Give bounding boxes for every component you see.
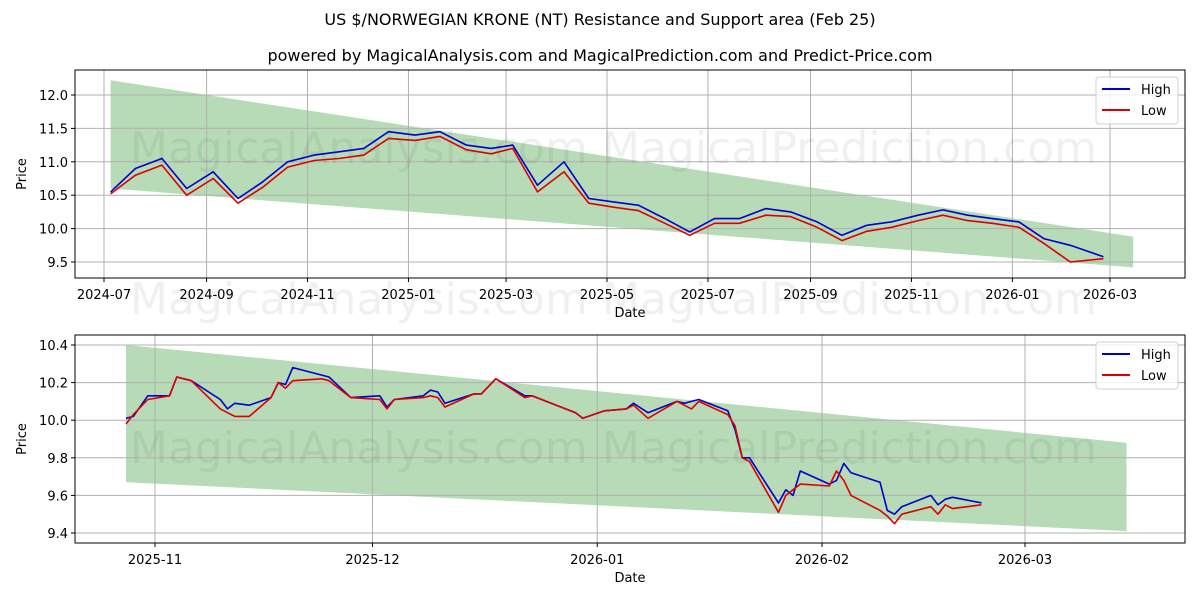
top-grid bbox=[75, 70, 1185, 278]
chart-subtitle: powered by MagicalAnalysis.com and Magic… bbox=[267, 46, 933, 65]
x-tick-label: 2025-01 bbox=[381, 288, 435, 303]
bottom-axes-frame bbox=[74, 334, 1186, 544]
legend-high-label: High bbox=[1141, 348, 1171, 363]
x-tick-label: 2025-11 bbox=[884, 288, 938, 303]
x-tick-label: 2026-03 bbox=[1083, 288, 1137, 303]
top-low-line bbox=[110, 135, 1104, 263]
bottom-chart: MagicalAnalysis.com MagicalPrediction.co… bbox=[15, 334, 1186, 586]
y-tick-label: 12.0 bbox=[39, 89, 68, 104]
chart-title: US $/NORWEGIAN KRONE (NT) Resistance and… bbox=[324, 10, 876, 29]
top-y-axis: 9.5 10.0 10.5 11.0 11.5 12.0 bbox=[39, 89, 75, 271]
top-chart: MagicalAnalysis.com MagicalPrediction.co… bbox=[15, 69, 1186, 325]
y-tick-label: 10.0 bbox=[39, 223, 68, 238]
legend-low-label: Low bbox=[1141, 369, 1167, 384]
x-tick-label: 2025-03 bbox=[479, 288, 533, 303]
top-watermark-2: MagicalPrediction.com bbox=[602, 123, 1097, 174]
bottom-watermark-1: MagicalAnalysis.com bbox=[130, 423, 588, 474]
bottom-support-resistance-band bbox=[126, 345, 1127, 532]
bottom-legend: High Low bbox=[1095, 341, 1179, 390]
top-y-axis-label: Price bbox=[15, 158, 30, 190]
y-tick-label: 10.4 bbox=[39, 339, 68, 354]
x-tick-label: 2026-01 bbox=[985, 288, 1039, 303]
y-tick-label: 9.4 bbox=[47, 527, 68, 542]
top-watermark-4: MagicalPrediction.com bbox=[602, 274, 1097, 325]
x-tick-label: 2025-07 bbox=[681, 288, 735, 303]
band-area bbox=[110, 80, 1134, 268]
top-legend: High Low bbox=[1095, 76, 1179, 125]
top-axes-frame bbox=[74, 69, 1186, 279]
x-tick-label: 2024-07 bbox=[77, 288, 131, 303]
bottom-x-axis: 2025-11 2025-12 2026-01 2026-02 2026-03 bbox=[128, 543, 1052, 568]
legend-high-label: High bbox=[1141, 83, 1171, 98]
y-tick-label: 11.5 bbox=[39, 122, 68, 137]
bottom-grid bbox=[75, 335, 1185, 543]
bottom-y-axis: 9.4 9.6 9.8 10.0 10.2 10.4 bbox=[39, 339, 75, 542]
legend-low-label: Low bbox=[1141, 104, 1167, 119]
bottom-watermark-2: MagicalPrediction.com bbox=[602, 423, 1097, 474]
bottom-low-line bbox=[125, 376, 982, 525]
top-high-line bbox=[110, 130, 1104, 258]
y-tick-label: 10.2 bbox=[39, 377, 68, 392]
x-tick-label: 2024-11 bbox=[280, 288, 334, 303]
y-tick-label: 9.8 bbox=[47, 452, 68, 467]
bottom-y-axis-label: Price bbox=[15, 423, 30, 455]
x-tick-label: 2024-09 bbox=[179, 288, 233, 303]
bottom-x-axis-label: Date bbox=[614, 571, 645, 586]
top-x-axis-label: Date bbox=[614, 306, 645, 321]
x-tick-label: 2025-12 bbox=[345, 553, 399, 568]
top-x-axis: 2024-07 2024-09 2024-11 2025-01 2025-03 2025-… bbox=[77, 278, 1137, 303]
y-tick-label: 11.0 bbox=[39, 156, 68, 171]
y-tick-label: 10.0 bbox=[39, 414, 68, 429]
x-tick-label: 2025-11 bbox=[128, 553, 182, 568]
top-support-resistance-band bbox=[110, 80, 1134, 268]
band-area bbox=[126, 345, 1127, 532]
x-tick-label: 2025-09 bbox=[783, 288, 837, 303]
x-tick-label: 2026-01 bbox=[570, 553, 624, 568]
top-watermark-3: MagicalAnalysis.com bbox=[130, 274, 588, 325]
x-tick-label: 2026-03 bbox=[998, 553, 1052, 568]
y-tick-label: 10.5 bbox=[39, 189, 68, 204]
x-tick-label: 2025-05 bbox=[580, 288, 634, 303]
x-tick-label: 2026-02 bbox=[795, 553, 849, 568]
y-tick-label: 9.6 bbox=[47, 489, 68, 504]
y-tick-label: 9.5 bbox=[47, 256, 68, 271]
